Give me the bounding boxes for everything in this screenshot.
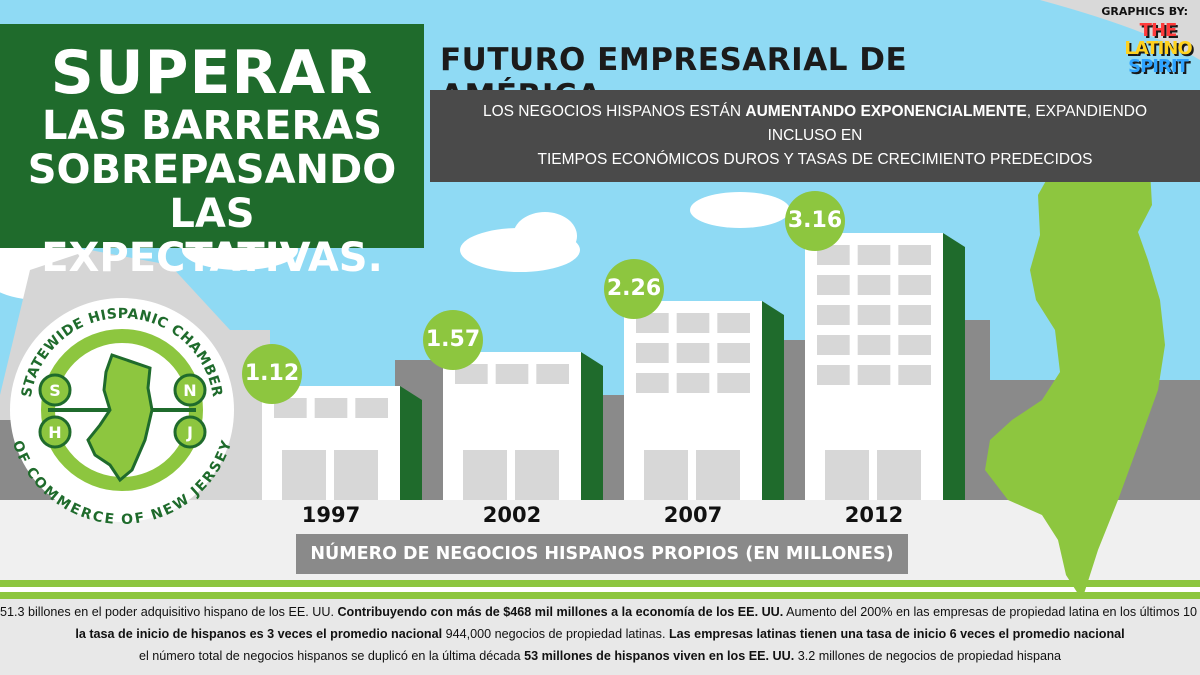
chamber-seal: STATEWIDE HISPANIC CHAMBER OF COMMERCE O… xyxy=(9,298,235,528)
window xyxy=(857,335,891,355)
green-stripe xyxy=(0,580,1200,587)
seal-letter-n: N xyxy=(183,381,196,400)
window xyxy=(636,343,669,363)
fact-startup-rate: la tasa de inicio de hispanos es 3 veces… xyxy=(75,627,443,641)
door xyxy=(696,450,740,500)
window xyxy=(355,398,388,418)
footer-line-1: 51.3 billones en el poder adquisitivo hi… xyxy=(0,605,1200,619)
subtitle-part-2: , EXPANDIENDO INCLUSO EN xyxy=(767,103,1148,144)
year-label-1997: 1997 xyxy=(301,503,361,527)
fact-doubled: el número total de negocios hispanos se … xyxy=(139,649,525,663)
value-badge-1997 xyxy=(242,344,302,404)
window xyxy=(314,398,348,418)
footer-line-2: la tasa de inicio de hispanos es 3 veces… xyxy=(0,627,1200,641)
door xyxy=(334,450,378,500)
page-curl xyxy=(1040,0,1200,60)
year-label-2007: 2007 xyxy=(663,503,723,527)
window xyxy=(636,313,669,333)
window xyxy=(717,373,750,393)
logo-row-2: LATINO xyxy=(1124,38,1192,59)
window xyxy=(857,275,891,295)
window xyxy=(274,398,307,418)
window xyxy=(536,364,569,384)
footer-line-3: el número total de negocios hispanos se … xyxy=(0,649,1200,663)
fact-growth: Aumento del 200% en las empresas de prop… xyxy=(783,605,1200,619)
window xyxy=(676,313,710,333)
main-title-block: SUPERAR LAS BARRERAS SOBREPASANDO LAS EX… xyxy=(0,24,424,280)
subtitle-line-2: TIEMPOS ECONÓMICOS DUROS Y TASAS DE CREC… xyxy=(537,151,1093,168)
subtitle-bold: AUMENTANDO EXPONENCIALMENTE xyxy=(745,103,1027,120)
fact-purchasing-power: 51.3 billones en el poder adquisitivo hi… xyxy=(0,605,338,619)
door xyxy=(825,450,869,500)
value-label-2002: 1.57 xyxy=(425,327,481,352)
window xyxy=(898,305,931,325)
value-badge-2002 xyxy=(423,310,483,370)
door xyxy=(515,450,559,500)
fact-startup-6x: Las empresas latinas tienen una tasa de … xyxy=(668,627,1125,641)
window xyxy=(676,343,710,363)
door xyxy=(282,450,326,500)
window xyxy=(898,365,931,385)
window xyxy=(817,365,850,385)
bar-buildings xyxy=(242,191,965,500)
footer-facts: 51.3 billones en el poder adquisitivo hi… xyxy=(0,599,1200,675)
window xyxy=(898,245,931,265)
window xyxy=(636,373,669,393)
window xyxy=(817,245,850,265)
subtitle-part-1: LOS NEGOCIOS HISPANOS ESTÁN xyxy=(482,103,746,120)
window xyxy=(817,305,850,325)
value-label-2007: 2.26 xyxy=(606,276,662,301)
value-badge-2012 xyxy=(785,191,845,251)
window xyxy=(898,335,931,355)
graphics-credit: GRAPHICS BY: xyxy=(1101,5,1188,18)
bar-side-2007 xyxy=(762,301,784,500)
title-line-3: SOBREPASANDO xyxy=(27,147,397,193)
value-label-1997: 1.12 xyxy=(244,361,300,386)
title-line-4: LAS EXPECTATIVAS. xyxy=(41,191,383,281)
year-label-2012: 2012 xyxy=(844,503,904,527)
logo-row-1: THE xyxy=(1139,20,1178,41)
bar-side-2012 xyxy=(943,233,965,500)
seal-letter-h: H xyxy=(48,423,61,442)
new-jersey-map xyxy=(985,140,1165,600)
bar-side-2002 xyxy=(581,352,603,500)
title-line-2: LAS BARRERAS xyxy=(41,103,383,149)
door xyxy=(877,450,921,500)
window xyxy=(495,364,529,384)
window xyxy=(857,365,891,385)
value-label-2012: 3.16 xyxy=(787,208,843,233)
window xyxy=(717,313,750,333)
latino-spirit-logo: THE LATINO SPIRIT xyxy=(1122,22,1194,80)
year-label-2002: 2002 xyxy=(482,503,542,527)
subtitle-box: LOS NEGOCIOS HISPANOS ESTÁN AUMENTANDO E… xyxy=(430,90,1200,182)
window xyxy=(898,275,931,295)
window xyxy=(857,245,891,265)
chart-x-label: NÚMERO DE NEGOCIOS HISPANOS PROPIOS (EN … xyxy=(296,534,908,574)
bar-side-1997 xyxy=(400,386,422,500)
fact-hispanic-businesses: 3.2 millones de negocios de propiedad hi… xyxy=(794,649,1061,663)
seal-letter-s: S xyxy=(49,381,61,400)
fact-latino-businesses: 944,000 negocios de propiedad latinas. xyxy=(442,627,669,641)
window xyxy=(455,364,488,384)
window xyxy=(676,373,710,393)
window xyxy=(857,305,891,325)
window xyxy=(817,275,850,295)
fact-population: 53 millones de hispanos viven en los EE.… xyxy=(524,649,795,663)
window xyxy=(817,335,850,355)
logo-row-3: SPIRIT xyxy=(1128,56,1189,77)
window xyxy=(717,343,750,363)
door xyxy=(463,450,507,500)
value-badge-2007 xyxy=(604,259,664,319)
seal-letter-j: J xyxy=(186,423,193,442)
fact-economy: Contribuyendo con más de $468 mil millon… xyxy=(337,605,784,619)
door xyxy=(644,450,688,500)
title-line-1: SUPERAR xyxy=(50,38,374,108)
green-stripe-2 xyxy=(0,592,1200,599)
